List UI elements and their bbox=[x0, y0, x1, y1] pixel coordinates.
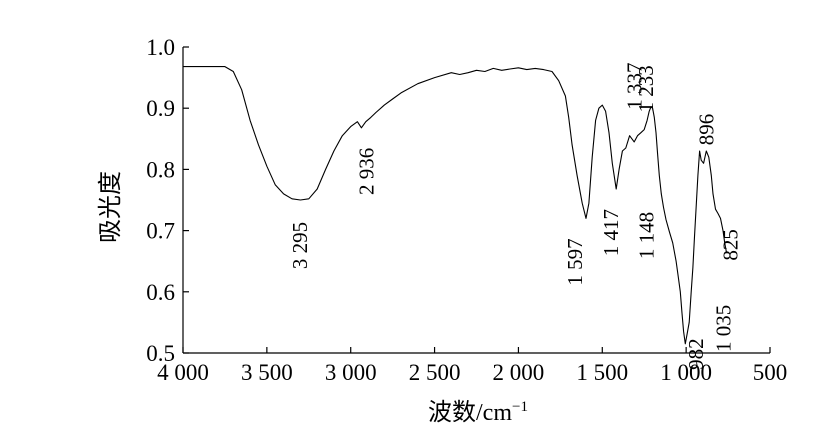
x-axis-title-unit-exponent: −1 bbox=[512, 399, 528, 415]
peak-label: 825 bbox=[718, 229, 742, 261]
y-tick-label: 0.7 bbox=[146, 219, 175, 244]
peak-label: 2 936 bbox=[354, 148, 378, 195]
x-tick-label: 1 500 bbox=[576, 360, 628, 385]
x-tick-label: 3 500 bbox=[241, 360, 293, 385]
peak-label: 1 233 bbox=[634, 65, 658, 112]
x-tick-label: 2 500 bbox=[409, 360, 461, 385]
y-axis: 0.50.60.70.80.91.0 bbox=[146, 35, 189, 366]
peak-label: 1 417 bbox=[599, 209, 623, 256]
x-tick-label: 500 bbox=[753, 360, 788, 385]
y-tick-label: 0.9 bbox=[146, 96, 175, 121]
x-tick-label: 3 000 bbox=[325, 360, 377, 385]
peak-label: 896 bbox=[695, 114, 719, 146]
x-tick-label: 2 000 bbox=[493, 360, 545, 385]
peak-label: 1 148 bbox=[634, 212, 658, 259]
y-tick-label: 0.6 bbox=[146, 280, 175, 305]
y-tick-label: 1.0 bbox=[146, 35, 175, 60]
y-axis-title: 吸光度 bbox=[97, 171, 124, 243]
peak-label: 1 597 bbox=[563, 238, 587, 285]
peak-label: 1 035 bbox=[711, 305, 735, 352]
x-axis-title-text: 波数/cm bbox=[428, 399, 512, 426]
x-axis-title: 波数/cm−1 bbox=[428, 399, 528, 426]
y-tick-label: 0.8 bbox=[146, 157, 175, 182]
peak-label: 3 295 bbox=[288, 222, 312, 269]
x-tick-label: 4 000 bbox=[157, 360, 209, 385]
peak-label: 982 bbox=[684, 338, 708, 370]
